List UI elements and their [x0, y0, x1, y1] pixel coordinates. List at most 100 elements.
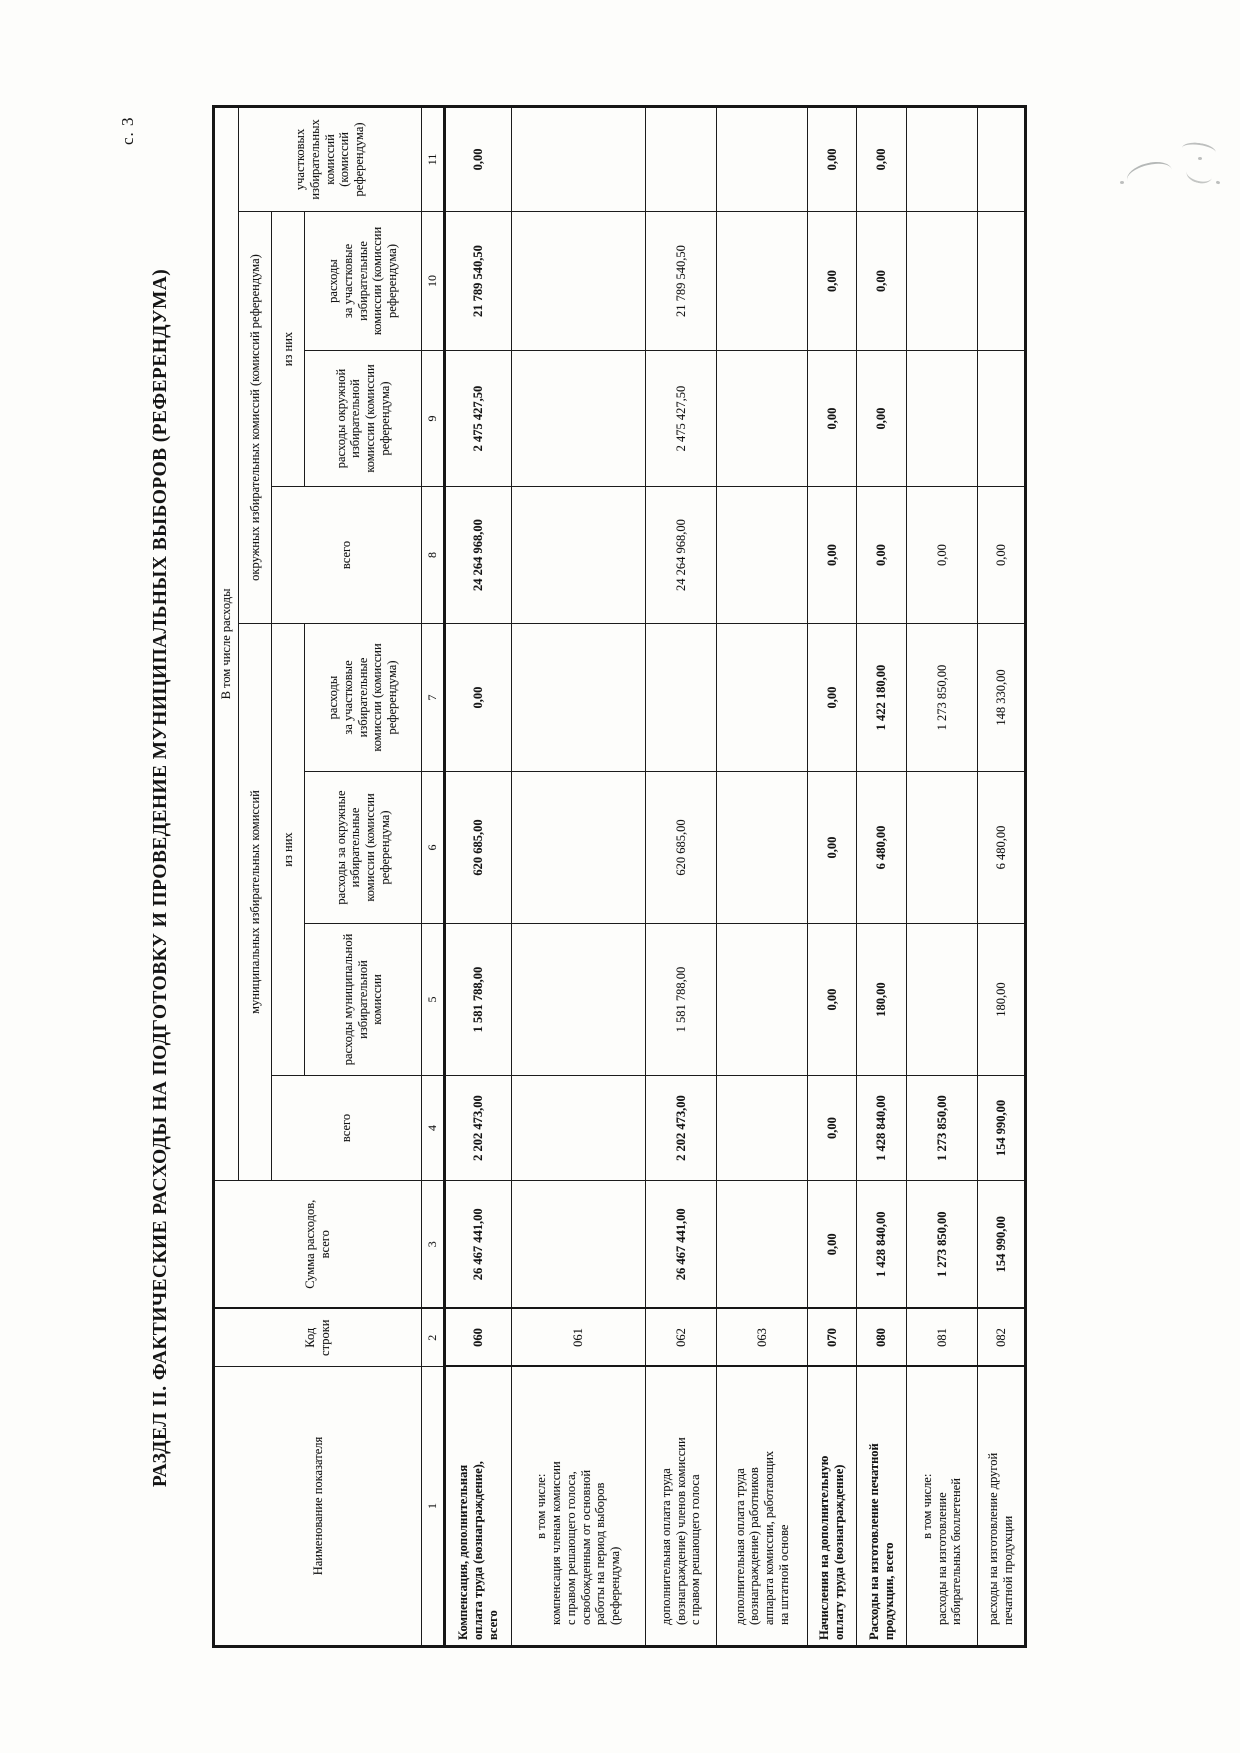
col-number: 4 [421, 1075, 445, 1181]
row-value-col10 [716, 211, 808, 351]
row-value-col7 [511, 623, 646, 772]
page-number: с. 3 [118, 116, 137, 145]
row-value-col6: 620 685,00 [645, 771, 717, 924]
row-value-col9: 2 475 427,50 [444, 350, 512, 487]
row-value-col3: 1 428 840,00 [856, 1180, 907, 1309]
row-name-text: Расходы на изготовление печатной продукц… [866, 1443, 896, 1640]
row-value-col7 [645, 623, 717, 772]
row-name-text: Компенсация, дополнительная оплата труда… [456, 1461, 500, 1640]
row-value-col4: 1 428 840,00 [856, 1075, 907, 1181]
row-value-col9: 0,00 [856, 350, 907, 487]
header-col8: всего [271, 486, 422, 624]
row-value-col3: 0,00 [807, 1180, 857, 1309]
row-code: 062 [645, 1308, 717, 1367]
row-value-col11: 0,00 [444, 106, 512, 212]
header-code-col: Код строки [213, 1308, 422, 1367]
row-value-col8: 24 264 968,00 [444, 486, 512, 624]
row-value-col8: 0,00 [856, 486, 907, 624]
row-value-col6: 6 480,00 [856, 771, 907, 924]
expenses-table: Наименование показателя Код строки Сумма… [212, 104, 1027, 1648]
table-row-080: Расходы на изготовление печатной продукц… [856, 106, 907, 1647]
row-value-col8: 0,00 [906, 486, 978, 624]
row-value-col7 [716, 623, 808, 772]
col-number: 1 [421, 1366, 445, 1647]
row-value-col7: 1 422 180,00 [856, 623, 907, 772]
row-value-col10 [511, 211, 646, 351]
row-value-col3: 26 467 441,00 [444, 1180, 512, 1309]
header-precinct-group: участковых избирательных комиссий (комис… [238, 106, 422, 212]
table-row-061: в том числе: компенсация членам комиссии … [511, 106, 646, 1647]
row-value-col5: 1 581 788,00 [444, 923, 512, 1076]
row-name-text: дополнительная оплата труда (вознагражде… [658, 1437, 703, 1625]
row-name-intro: в том числе: [534, 1473, 549, 1539]
row-value-col9: 2 475 427,50 [645, 350, 717, 487]
row-code: 060 [444, 1308, 512, 1367]
col-number: 5 [421, 923, 445, 1076]
row-value-col5 [716, 923, 808, 1076]
header-district-group: окружных избирательных комиссий (комисси… [238, 211, 272, 624]
row-name: Компенсация, дополнительная оплата труда… [444, 1366, 512, 1647]
row-value-col10: 21 789 540,50 [645, 211, 717, 351]
header-of-them-municipal: из них [271, 623, 305, 1076]
row-value-col11 [645, 106, 717, 212]
row-value-col8 [511, 486, 646, 624]
row-value-col6: 6 480,00 [977, 771, 1026, 924]
row-value-col10 [906, 211, 978, 351]
row-value-col6: 620 685,00 [444, 771, 512, 924]
row-value-col7: 0,00 [807, 623, 857, 772]
row-value-col6 [716, 771, 808, 924]
section-title: РАЗДЕЛ II. ФАКТИЧЕСКИЕ РАСХОДЫ НА ПОДГОТ… [150, 268, 171, 1488]
row-value-col9: 0,00 [807, 350, 857, 487]
row-name-text: компенсация членам комиссии с правом реш… [549, 1461, 622, 1625]
row-value-col4: 2 202 473,00 [444, 1075, 512, 1181]
row-value-col11: 0,00 [856, 106, 907, 212]
row-name: дополнительная оплата труда (вознагражде… [716, 1366, 808, 1647]
col-number: 10 [421, 211, 445, 351]
row-value-col4: 0,00 [807, 1075, 857, 1181]
row-code: 063 [716, 1308, 808, 1367]
row-value-col11 [511, 106, 646, 212]
table-body: Компенсация, дополнительная оплата труда… [444, 106, 1026, 1647]
row-name: Начисления на дополнительную оплату труд… [807, 1366, 857, 1647]
row-value-col7: 148 330,00 [977, 623, 1026, 772]
row-value-col11: 0,00 [807, 106, 857, 212]
header-col6: расходы за окружные избирательные комисс… [304, 771, 422, 924]
col-number: 2 [421, 1308, 445, 1367]
row-code: 080 [856, 1308, 907, 1367]
row-value-col10: 0,00 [856, 211, 907, 351]
row-value-col5: 180,00 [977, 923, 1026, 1076]
table-row-062: дополнительная оплата труда (вознагражде… [645, 106, 717, 1647]
row-value-col4: 154 990,00 [977, 1075, 1026, 1181]
header-col9: расходы окружной избирательной комиссии … [304, 350, 422, 487]
row-value-col4 [511, 1075, 646, 1181]
table-row-060: Компенсация, дополнительная оплата труда… [444, 106, 512, 1647]
row-code: 061 [511, 1308, 646, 1367]
col-number: 9 [421, 350, 445, 487]
row-name-text: расходы на изготовление другой печатной … [986, 1452, 1015, 1625]
row-value-col3: 154 990,00 [977, 1180, 1026, 1309]
header-name-col: Наименование показателя [213, 1366, 422, 1647]
row-value-col8: 0,00 [807, 486, 857, 624]
row-name: дополнительная оплата труда (вознагражде… [645, 1366, 717, 1647]
row-value-col10: 0,00 [807, 211, 857, 351]
row-value-col7: 1 273 850,00 [906, 623, 978, 772]
row-value-col4 [716, 1075, 808, 1181]
row-code: 082 [977, 1308, 1026, 1367]
row-value-col9 [977, 350, 1026, 487]
row-value-col5: 1 581 788,00 [645, 923, 717, 1076]
row-value-col5 [906, 923, 978, 1076]
header-col5: расходы муниципальной избирательной коми… [304, 923, 422, 1076]
row-value-col10: 21 789 540,50 [444, 211, 512, 351]
row-value-col5: 180,00 [856, 923, 907, 1076]
row-name-text: расходы на изготовление избирательных бю… [934, 1478, 964, 1625]
row-value-col7: 0,00 [444, 623, 512, 772]
row-value-col4: 1 273 850,00 [906, 1075, 978, 1181]
table-header: Наименование показателя Код строки Сумма… [213, 106, 445, 1647]
header-col4: всего [271, 1075, 422, 1181]
table-row-082: расходы на изготовление другой печатной … [977, 106, 1026, 1647]
row-value-col6 [906, 771, 978, 924]
row-value-col4: 2 202 473,00 [645, 1075, 717, 1181]
row-value-col11 [906, 106, 978, 212]
row-name-text: Начисления на дополнительную оплату труд… [817, 1455, 846, 1640]
